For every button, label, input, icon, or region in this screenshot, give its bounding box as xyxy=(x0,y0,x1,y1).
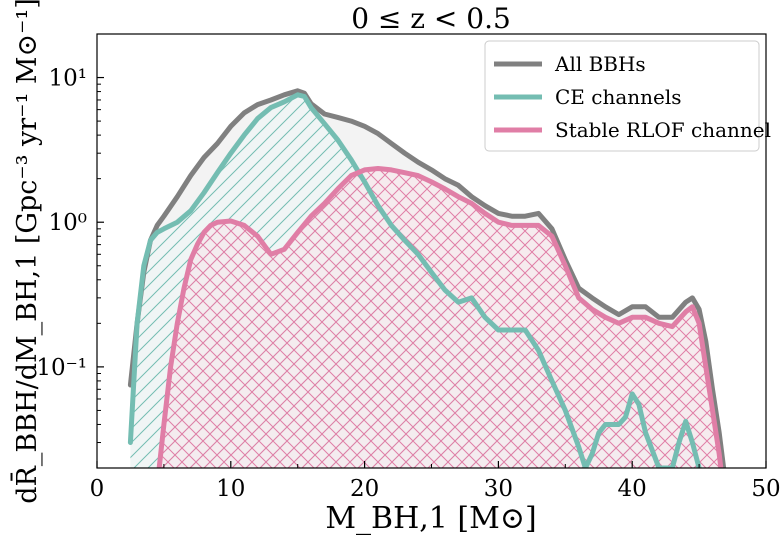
legend-label-stable-rlof-channel: Stable RLOF channel xyxy=(555,118,771,142)
all-bbhs-line xyxy=(127,88,727,468)
y-axis: 10⁻¹ 10⁰ 10¹ xyxy=(36,66,104,444)
x-tick-label: 20 xyxy=(350,476,379,502)
stable-rlof-channel-line xyxy=(156,166,724,468)
y-tick-label: 10⁰ xyxy=(49,210,88,236)
stable-rlof-channel-hatch xyxy=(159,168,721,468)
legend-label-all-bbhs: All BBHs xyxy=(554,52,646,76)
ce-channels-line xyxy=(127,92,702,468)
legend-label-ce-channels: CE channels xyxy=(555,85,682,109)
x-axis-label: M_BH,1 [M⊙] xyxy=(325,501,536,536)
y-axis-label: dR̄_BBH/dM_BH,1 [Gpc⁻³ yr⁻¹ M⊙⁻¹] xyxy=(9,0,43,504)
x-axis: 0 10 20 30 40 50 xyxy=(90,461,781,502)
x-tick-label: 50 xyxy=(751,476,780,502)
plot-area xyxy=(127,88,727,468)
x-tick-label: 30 xyxy=(484,476,513,502)
legend-box xyxy=(484,40,760,152)
y-tick-label: 10⁻¹ xyxy=(36,355,87,381)
y-tick-label: 10¹ xyxy=(49,66,88,92)
x-tick-label: 40 xyxy=(618,476,647,502)
chart-title: 0 ≤ z < 0.5 xyxy=(351,2,511,35)
legend: All BBHs CE channels Stable RLOF channel xyxy=(484,40,771,152)
x-tick-label: 0 xyxy=(90,476,105,502)
x-tick-label: 10 xyxy=(216,476,245,502)
